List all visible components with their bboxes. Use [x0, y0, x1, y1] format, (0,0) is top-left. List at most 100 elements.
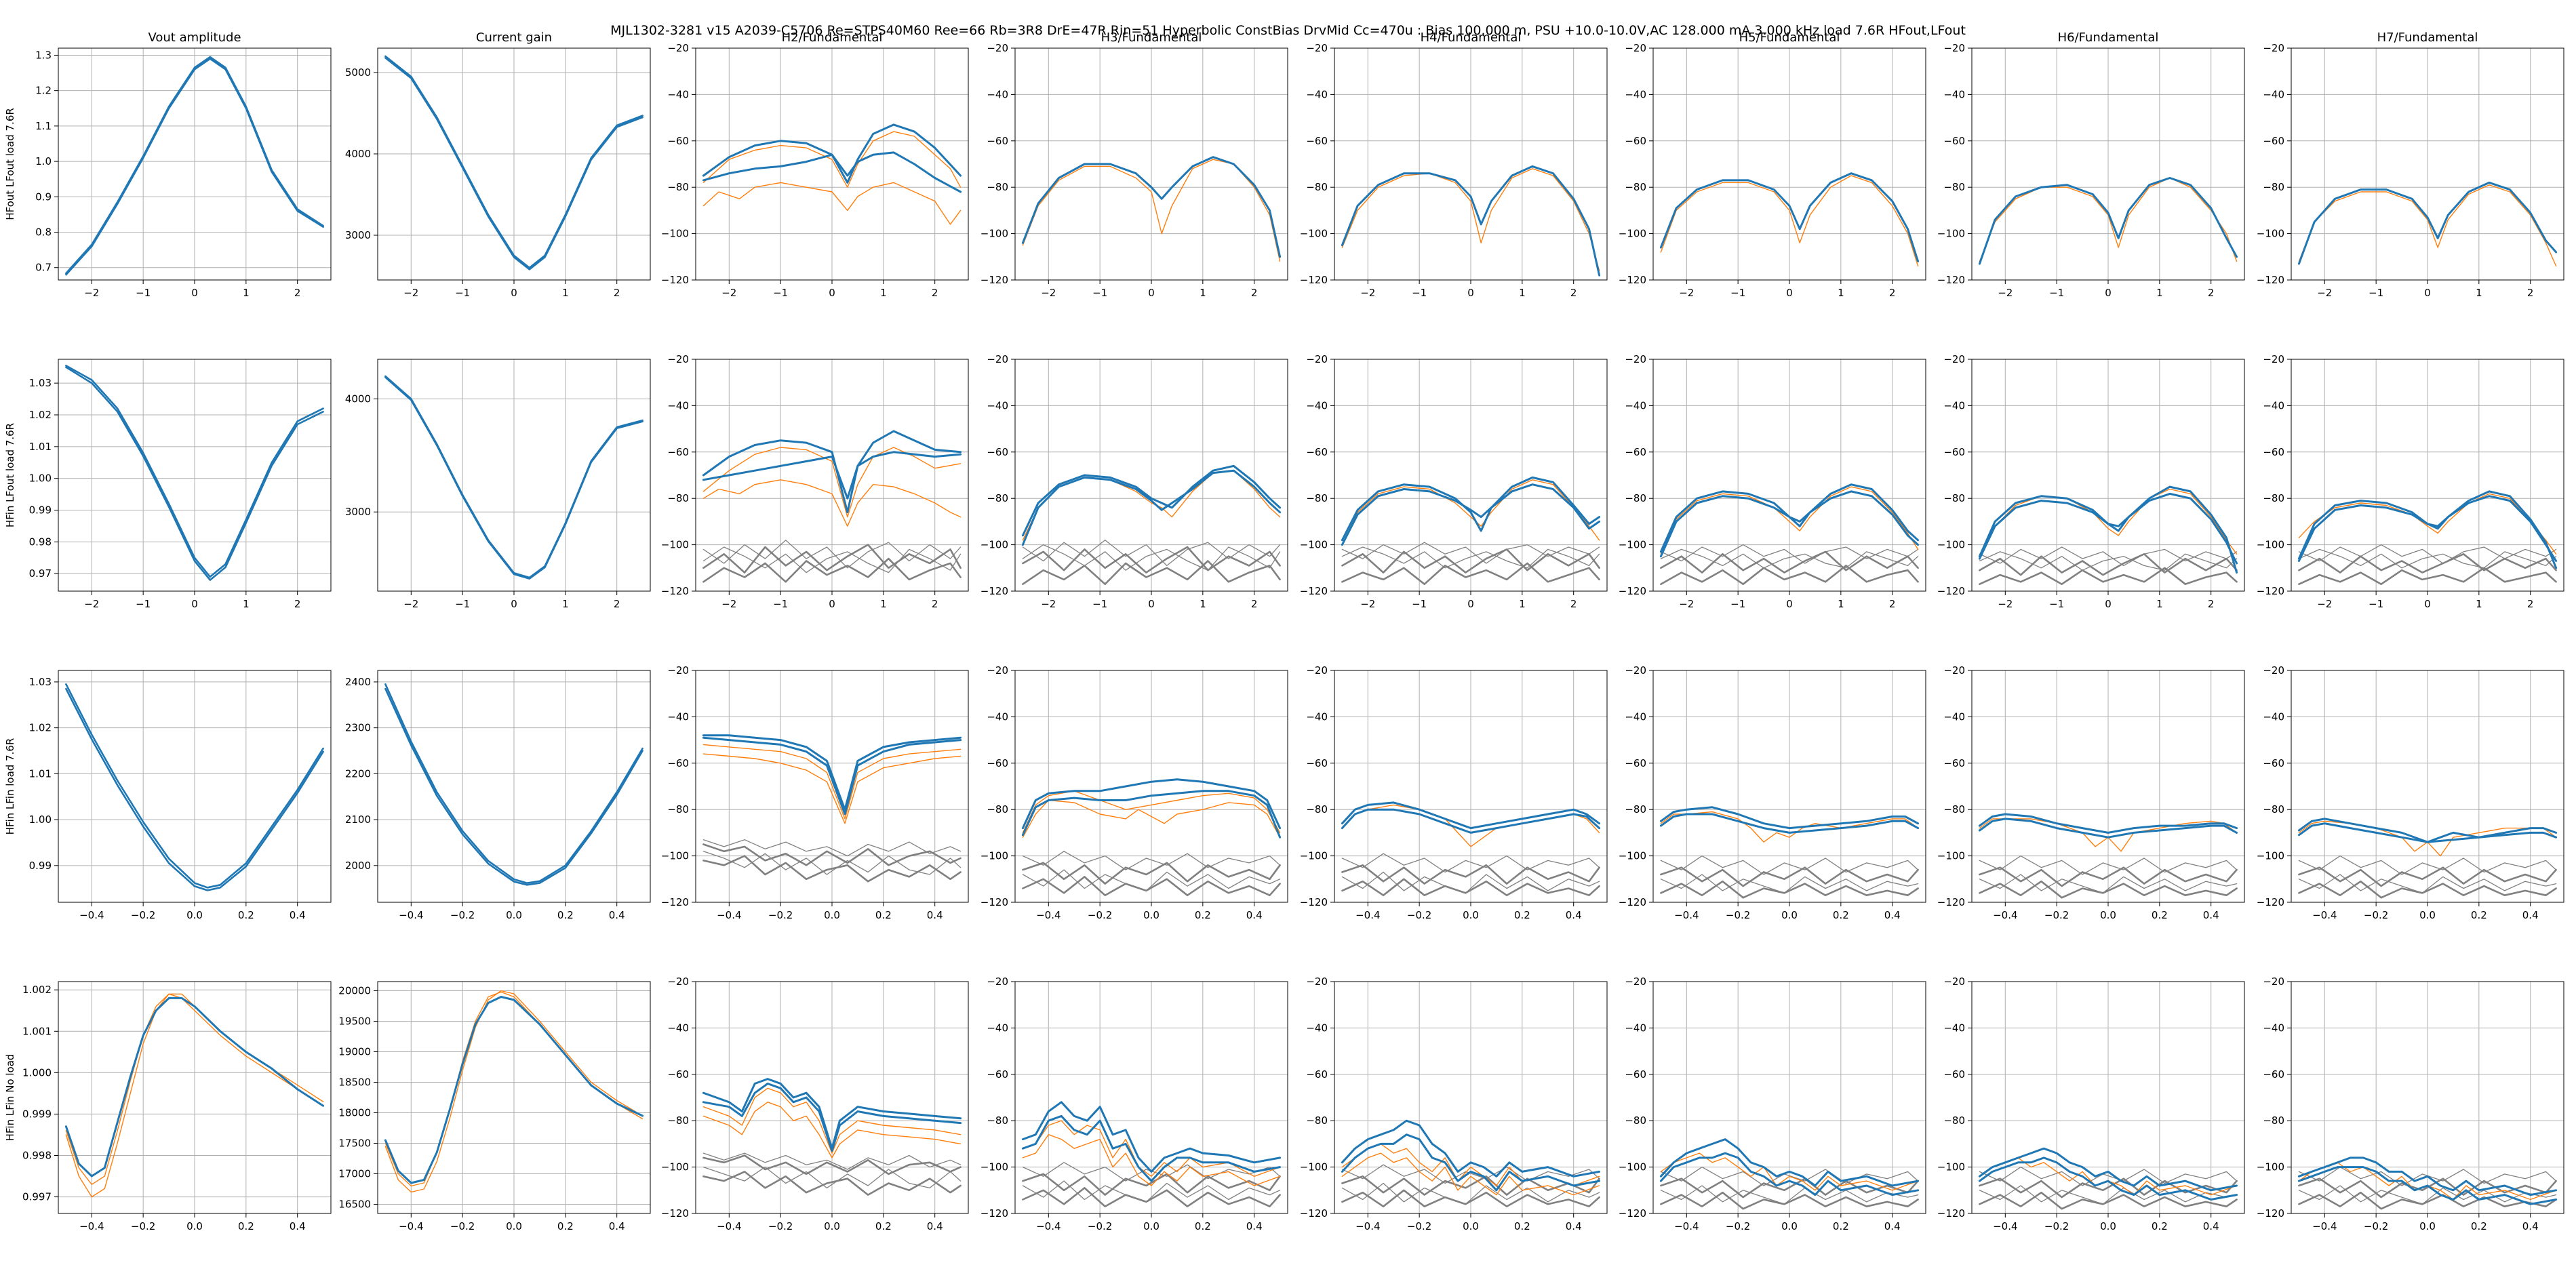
- x-tick-label: −0.4: [1036, 1220, 1061, 1232]
- series-line-blue: [65, 683, 324, 889]
- series-line-gray: [1660, 880, 1919, 899]
- x-tick-label: −0.4: [1036, 909, 1061, 921]
- y-tick-label: 2100: [345, 813, 371, 826]
- figure-suptitle: MJL1302-3281 v15 A2039-C5706 Re=STPS40M6…: [610, 23, 1966, 38]
- series-line-blue: [1978, 1147, 2238, 1192]
- y-tick-label: −60: [667, 757, 689, 769]
- x-tick-label: 0.4: [1566, 1220, 1582, 1232]
- y-tick-label: −20: [1306, 353, 1328, 365]
- series-line-blue: [384, 57, 643, 270]
- x-tick-label: 1: [880, 287, 887, 299]
- subplot-r1-c4: −2 −1 0 1 2 −120 −100 −80 −60 −40 −20: [1300, 353, 1608, 610]
- series-line-gray: [702, 1166, 962, 1189]
- y-tick-label: 1.3: [35, 49, 52, 61]
- x-tick-label: 0: [829, 598, 835, 610]
- x-tick-label: 0.2: [557, 1220, 574, 1232]
- series-line-gray: [1979, 866, 2238, 887]
- series-line-blue: [702, 1078, 962, 1150]
- y-tick-label: −100: [1937, 1161, 1965, 1173]
- x-tick-label: 2: [294, 598, 301, 610]
- y-tick-label: −40: [1943, 710, 1965, 723]
- series-line-blue: [702, 736, 962, 816]
- series-group: [65, 365, 324, 581]
- y-tick-label: 20000: [338, 985, 371, 997]
- x-tick-label: −2: [721, 598, 736, 610]
- subplot-title: H4/Fundamental: [1421, 31, 1522, 45]
- subplot-r2-c4: −0.4 −0.2 0.0 0.2 0.4 −120 −100 −80 −60 −40 −20: [1300, 664, 1608, 921]
- x-tick-label: 1: [243, 598, 250, 610]
- y-tick-label: 3000: [345, 506, 371, 518]
- subplot-r3-c0: −0.4 −0.2 0.0 0.2 0.4 0.997 0.998 0.999 1.000 1.0…: [4, 981, 332, 1232]
- y-tick-label: −20: [987, 975, 1008, 988]
- x-tick-label: 2: [932, 598, 938, 610]
- series-line-gray: [1660, 855, 1919, 875]
- series-line-gray: [702, 540, 962, 569]
- subplot-r0-c5: −2 −1 0 1 2 −120 −100 −80 −60 −40 −20 H5/Fundamenta…: [1619, 31, 1926, 299]
- y-tick-label: −40: [1943, 88, 1965, 100]
- y-tick-label: −100: [2257, 539, 2284, 551]
- series-line-blue: [64, 997, 325, 1178]
- y-tick-label: 1.001: [22, 1025, 52, 1037]
- y-tick-label: −20: [1306, 42, 1328, 54]
- x-tick-label: −2: [403, 598, 418, 610]
- x-tick-label: −1: [136, 287, 151, 299]
- y-tick-label: −60: [987, 446, 1008, 458]
- x-tick-label: 0.4: [1884, 909, 1901, 921]
- y-tick-label: −60: [1625, 446, 1646, 458]
- y-tick-label: 0.9: [35, 190, 52, 203]
- subplot-title: H5/Fundamental: [1739, 31, 1840, 45]
- series-line-blue: [2297, 1166, 2558, 1205]
- y-tick-label: −120: [1300, 274, 1328, 286]
- y-tick-label: −20: [1943, 42, 1965, 54]
- x-tick-label: 0.0: [2419, 909, 2436, 921]
- subplot-title: H6/Fundamental: [2058, 31, 2159, 45]
- y-tick-label: −80: [2263, 492, 2284, 504]
- subplot-r0-c1: −2 −1 0 1 2 3000 4000 5000 Current gain: [345, 31, 651, 299]
- y-tick-label: −20: [1306, 975, 1328, 988]
- series-line-blue: [384, 683, 643, 884]
- y-tick-label: 4000: [345, 148, 371, 160]
- y-tick-label: −60: [987, 757, 1008, 769]
- series-line-gray: [1022, 869, 1281, 891]
- series-line-orange: [1979, 177, 2238, 262]
- series-line-gray: [1022, 544, 1281, 571]
- series-line-gray: [2298, 1191, 2557, 1210]
- y-tick-label: −100: [1300, 228, 1328, 240]
- series-line-blue: [1978, 1156, 2238, 1201]
- x-tick-label: 0.2: [1195, 909, 1211, 921]
- x-tick-label: −2: [1998, 598, 2013, 610]
- y-tick-label: 3000: [345, 229, 371, 241]
- y-tick-label: −80: [1625, 1114, 1646, 1127]
- y-tick-label: −120: [1937, 274, 1965, 286]
- series-line-gray: [2298, 552, 2557, 573]
- x-tick-label: 1: [1200, 598, 1206, 610]
- x-tick-label: 0: [511, 598, 517, 610]
- subplot-r1-c3: −2 −1 0 1 2 −120 −100 −80 −60 −40 −20: [980, 353, 1288, 610]
- x-tick-label: 2: [1251, 598, 1258, 610]
- x-tick-label: −1: [136, 598, 151, 610]
- y-tick-label: −100: [1937, 539, 1965, 551]
- series-line-gray: [1341, 562, 1600, 586]
- y-tick-label: 2200: [345, 767, 371, 780]
- y-tick-label: −60: [2263, 1068, 2284, 1081]
- x-tick-label: −0.2: [1088, 1220, 1112, 1232]
- y-tick-label: 2400: [345, 676, 371, 688]
- y-tick-label: −80: [1943, 1114, 1965, 1127]
- x-tick-label: −2: [1041, 287, 1056, 299]
- y-tick-label: −120: [2257, 274, 2284, 286]
- series-group: [702, 430, 962, 583]
- x-tick-label: −2: [1360, 598, 1375, 610]
- x-tick-label: 2: [1251, 287, 1258, 299]
- x-tick-label: 2: [614, 287, 620, 299]
- y-tick-label: −120: [1937, 585, 1965, 597]
- y-tick-label: −80: [987, 181, 1008, 193]
- x-tick-label: −1: [455, 598, 470, 610]
- series-line-gray: [1022, 540, 1281, 567]
- y-tick-label: −80: [1306, 1114, 1328, 1127]
- series-line-gray: [1979, 551, 2238, 571]
- x-tick-label: −1: [1412, 287, 1427, 299]
- x-tick-label: 2: [2208, 287, 2215, 299]
- series-line-gray: [1660, 548, 1919, 569]
- series-line-orange: [702, 447, 962, 518]
